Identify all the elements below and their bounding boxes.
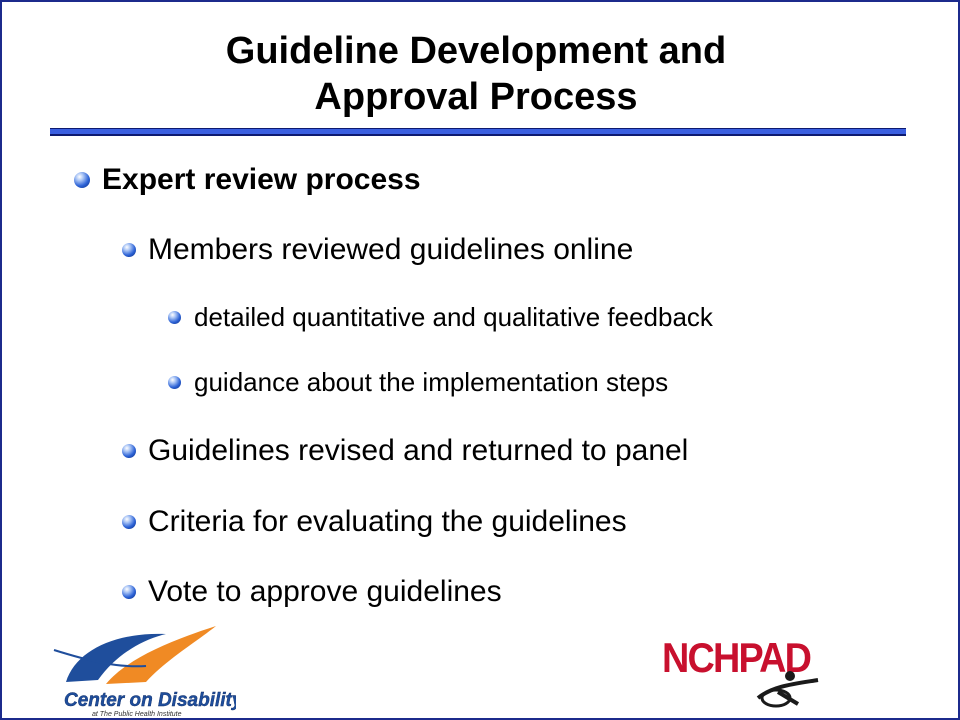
nchpad-logo: NCHPAD <box>662 630 846 710</box>
bullet-dot-icon <box>74 172 90 188</box>
title-line-1: Guideline Development and <box>225 30 727 72</box>
bullet-text: Members reviewed guidelines online <box>148 233 634 266</box>
bullet-expert-review: Expert review process <box>74 162 421 198</box>
title-underline <box>50 128 906 136</box>
bullet-detailed-feedback: detailed quantitative and qualitative fe… <box>168 301 713 333</box>
center-on-disability-logo: Center on Disability at The Public Healt… <box>53 626 236 718</box>
bullet-text: guidance about the implementation steps <box>194 366 669 397</box>
logo-cod-name: Center on Disability <box>64 690 236 711</box>
bullet-criteria: Criteria for evaluating the guidelines <box>122 504 627 540</box>
title-line-2: Approval Process <box>314 76 638 118</box>
bullet-guidance-steps: guidance about the implementation steps <box>168 366 668 398</box>
bullet-dot-icon <box>122 243 136 257</box>
bullet-text: Criteria for evaluating the guidelines <box>148 505 627 538</box>
bullet-dot-icon <box>122 585 136 599</box>
bullet-text: detailed quantitative and qualitative fe… <box>194 301 713 332</box>
bullet-dot-icon <box>122 515 136 529</box>
bullet-text: Guidelines revised and returned to panel <box>148 434 689 467</box>
bullet-dot-icon <box>122 444 136 458</box>
bullet-vote: Vote to approve guidelines <box>122 574 502 610</box>
bullet-dot-icon <box>168 375 181 389</box>
bullet-text: Expert review process <box>102 163 421 196</box>
wheelchair-figure-icon <box>756 671 819 708</box>
bullet-dot-icon <box>168 310 181 324</box>
bullet-members-reviewed: Members reviewed guidelines online <box>122 232 633 268</box>
logo-cod-tagline: at The Public Health Institute <box>92 711 182 718</box>
bullet-guidelines-revised: Guidelines revised and returned to panel <box>122 433 688 469</box>
slide-title: Guideline Development and Approval Proce… <box>2 28 950 120</box>
bullet-text: Vote to approve guidelines <box>148 575 502 608</box>
